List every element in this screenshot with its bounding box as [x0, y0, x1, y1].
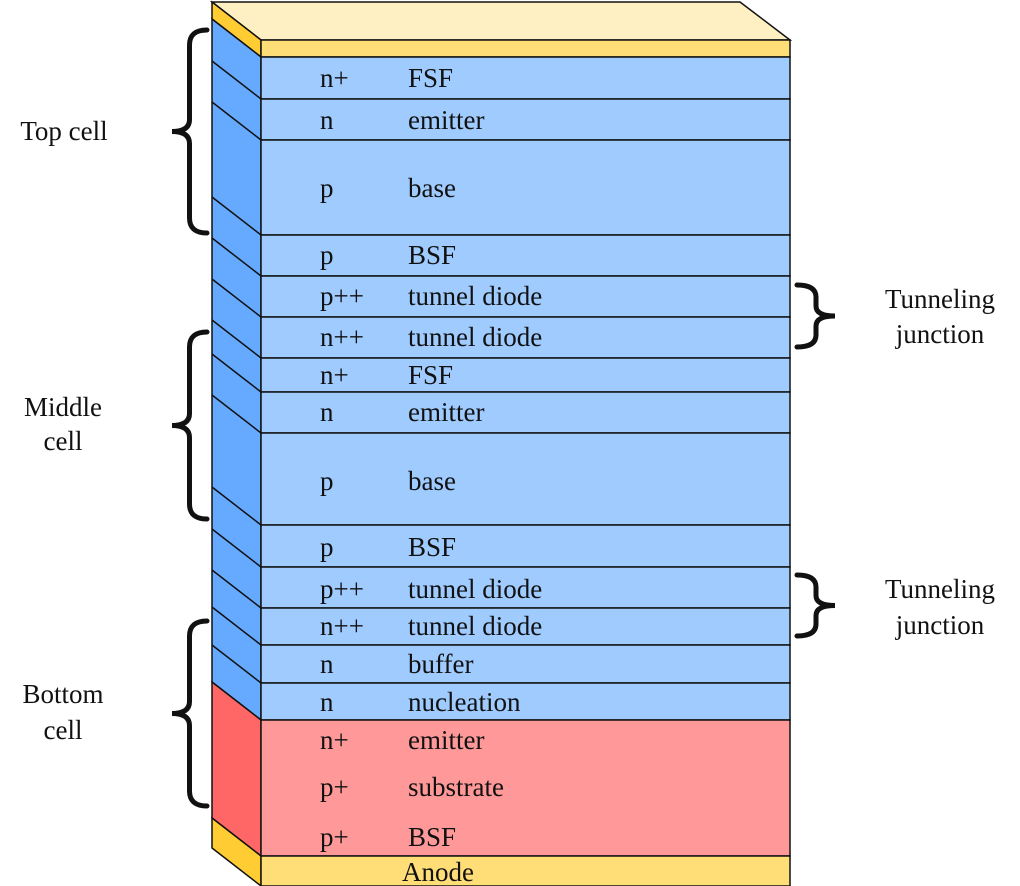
- middle-cell-label-line2: cell: [44, 426, 83, 456]
- layer-doping-label: p+: [320, 822, 349, 852]
- middle-cell-label-line1: Middle: [24, 392, 102, 422]
- layer-7: [260, 357, 791, 393]
- layer-name-label: base: [408, 466, 456, 496]
- layer-4: [260, 234, 791, 277]
- layer-side-edge: [211, 319, 262, 359]
- layer-5: [260, 275, 791, 318]
- layer-side-edge: [211, 528, 262, 568]
- layer-name-label: nucleation: [408, 687, 521, 717]
- layer-side-edge: [211, 101, 262, 141]
- layer-side-edge: [211, 278, 262, 318]
- anode-label: Anode: [402, 857, 474, 886]
- layer-name-label: buffer: [408, 649, 473, 679]
- layer-13: [260, 644, 791, 684]
- layer-side-edge: [211, 644, 262, 684]
- anode-side-face: [211, 816, 262, 886]
- bottom-cell-label-line1: Bottom: [22, 679, 103, 709]
- layer-doping-label: p: [320, 173, 334, 203]
- layer-side-edge: [211, 606, 262, 646]
- layer-doping-label: p+: [320, 772, 349, 802]
- layer-doping-label: p: [320, 466, 334, 496]
- layer-side-edge: [211, 196, 262, 236]
- layer-9: [260, 432, 791, 526]
- layer-name-label: substrate: [408, 772, 504, 802]
- layer-3: [260, 139, 791, 236]
- layer-doping-label: p: [320, 240, 334, 270]
- layer-6: [260, 316, 791, 359]
- middle-cell-brace: [171, 329, 210, 522]
- layer-name-label: FSF: [408, 63, 453, 93]
- layer-doping-label: n++: [320, 322, 364, 352]
- epi-side-face: [211, 17, 262, 722]
- layer-name-label: tunnel diode: [408, 281, 542, 311]
- layer-side-edge: [211, 353, 262, 393]
- layer-8: [260, 391, 791, 434]
- top-cell-brace: [171, 27, 210, 236]
- tunnel-junction-2-line2: junction: [895, 610, 985, 640]
- top-contact-front: [260, 39, 791, 58]
- layer-name-label: tunnel diode: [408, 611, 542, 641]
- layer-doping-label: p++: [320, 574, 364, 604]
- top-cell-label: Top cell: [20, 116, 107, 146]
- layer-doping-label: n+: [320, 360, 349, 390]
- layer-side-edge: [211, 60, 262, 100]
- tunnel-junction-1-line2: junction: [895, 319, 985, 349]
- layer-doping-label: n: [320, 105, 334, 135]
- tunnel-junction-2-line1: Tunneling: [885, 574, 995, 604]
- layer-1: [260, 56, 791, 100]
- layer-name-label: FSF: [408, 360, 453, 390]
- anode-contact: [260, 855, 791, 886]
- tunnel-junction-1-line1: Tunneling: [885, 284, 995, 314]
- layer-name-label: tunnel diode: [408, 322, 542, 352]
- layer-name-label: emitter: [408, 725, 484, 755]
- bottom-cell-label-line2: cell: [44, 715, 83, 745]
- layer-2: [260, 98, 791, 141]
- layer-side-edge: [211, 237, 262, 277]
- layer-doping-label: n++: [320, 611, 364, 641]
- layer-11: [260, 566, 791, 609]
- layer-doping-label: n+: [320, 725, 349, 755]
- layer-name-label: BSF: [408, 532, 456, 562]
- layer-10: [260, 524, 791, 568]
- layer-name-label: base: [408, 173, 456, 203]
- layer-name-label: tunnel diode: [408, 574, 542, 604]
- layer-doping-label: n: [320, 649, 334, 679]
- layer-doping-label: n: [320, 397, 334, 427]
- layer-side-edge: [211, 394, 262, 434]
- layer-name-label: BSF: [408, 822, 456, 852]
- layer-doping-label: p: [320, 532, 334, 562]
- layer-12: [260, 607, 791, 646]
- bottom-cell-brace: [171, 618, 210, 809]
- tunnel-junction-2-brace: [794, 572, 836, 639]
- layer-doping-label: n+: [320, 63, 349, 93]
- tunnel-junction-1-brace: [794, 282, 836, 350]
- layer-side-edge: [211, 486, 262, 526]
- top-contact-top-face: [209, 1, 793, 41]
- substrate-block: [260, 719, 791, 857]
- layer-side-edge: [211, 569, 262, 609]
- layer-name-label: emitter: [408, 105, 484, 135]
- layer-14: [260, 682, 791, 721]
- layer-name-label: emitter: [408, 397, 484, 427]
- layer-doping-label: p++: [320, 281, 364, 311]
- layer-doping-label: n: [320, 687, 334, 717]
- layer-name-label: BSF: [408, 240, 456, 270]
